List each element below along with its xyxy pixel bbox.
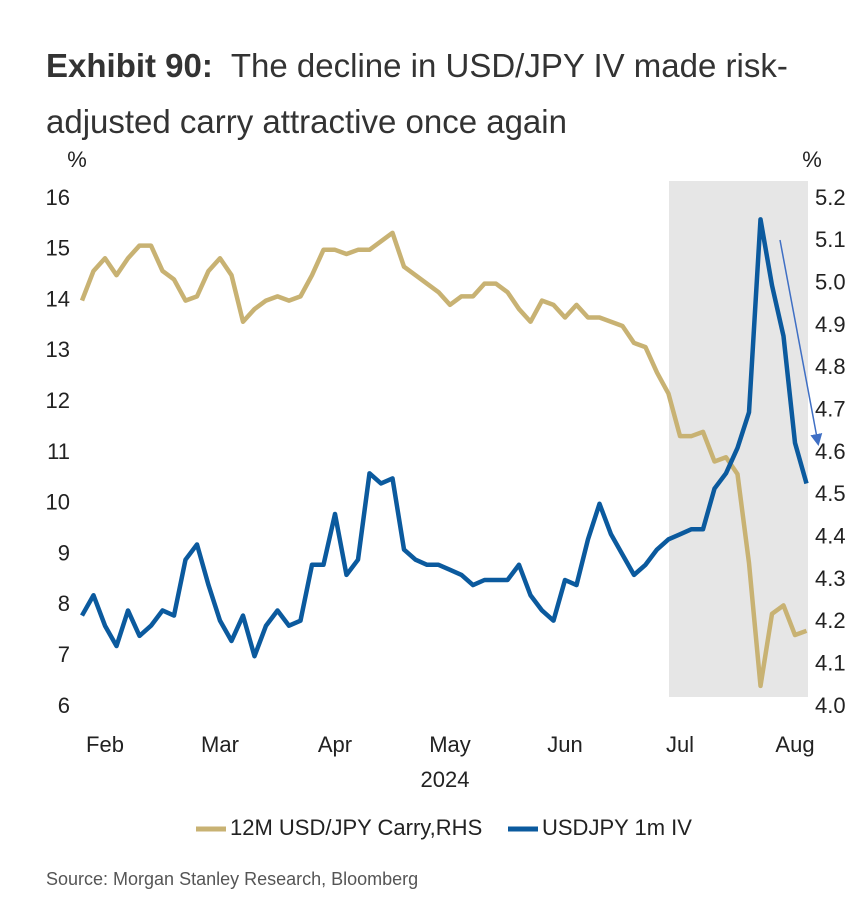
y-tick-label: 12 xyxy=(46,388,70,413)
x-tick-label: Jun xyxy=(547,732,582,757)
y2-axis-unit: % xyxy=(802,147,822,172)
y2-tick-label: 5.2 xyxy=(815,185,846,210)
y-tick-label: 14 xyxy=(46,286,70,311)
y-tick-label: 13 xyxy=(46,337,70,362)
title: Exhibit 90: The decline in USD/JPY IV mad… xyxy=(46,38,816,150)
y-tick-label: 16 xyxy=(46,185,70,210)
y2-tick-label: 4.1 xyxy=(815,650,846,675)
x-tick-label: Apr xyxy=(318,732,352,757)
title-text: The decline in USD/JPY IV made risk-adju… xyxy=(46,47,788,140)
y2-tick-label: 4.9 xyxy=(815,312,846,337)
source: Source: Morgan Stanley Research, Bloombe… xyxy=(46,869,418,889)
x-tick-label: Aug xyxy=(775,732,814,757)
y-tick-label: 8 xyxy=(58,591,70,616)
y2-tick-label: 4.8 xyxy=(815,354,846,379)
y-tick-label: 11 xyxy=(47,439,70,464)
y2-tick-label: 4.2 xyxy=(815,608,846,633)
x-axis-label: 2024 xyxy=(421,767,470,792)
y2-tick-label: 4.6 xyxy=(815,439,846,464)
series-line xyxy=(80,217,809,659)
y-tick-label: 7 xyxy=(58,642,70,667)
x-tick-label: Jul xyxy=(666,732,694,757)
y2-tick-label: 5.1 xyxy=(815,227,846,252)
y-axis-unit: % xyxy=(67,147,87,172)
y2-tick-label: 4.4 xyxy=(815,523,846,548)
y-tick-label: 15 xyxy=(46,236,70,261)
y-tick-label: 10 xyxy=(46,490,70,515)
y2-tick-label: 5.0 xyxy=(815,269,846,294)
title-label: Exhibit 90: xyxy=(46,47,213,84)
y2-tick-label: 4.0 xyxy=(815,693,846,718)
series-line xyxy=(79,230,808,689)
y2-tick-label: 4.5 xyxy=(815,481,846,506)
legend-label: USDJPY 1m IV xyxy=(542,815,692,840)
y-tick-label: 6 xyxy=(58,693,70,718)
annotation-arrow xyxy=(779,239,823,446)
y2-tick-label: 4.7 xyxy=(815,396,846,421)
legend-label: 12M USD/JPY Carry,RHS xyxy=(230,815,482,840)
y-tick-label: 9 xyxy=(58,540,70,565)
x-tick-label: Feb xyxy=(86,732,124,757)
y2-tick-label: 4.3 xyxy=(815,566,846,591)
x-tick-label: Mar xyxy=(201,732,239,757)
x-tick-label: May xyxy=(429,732,471,757)
